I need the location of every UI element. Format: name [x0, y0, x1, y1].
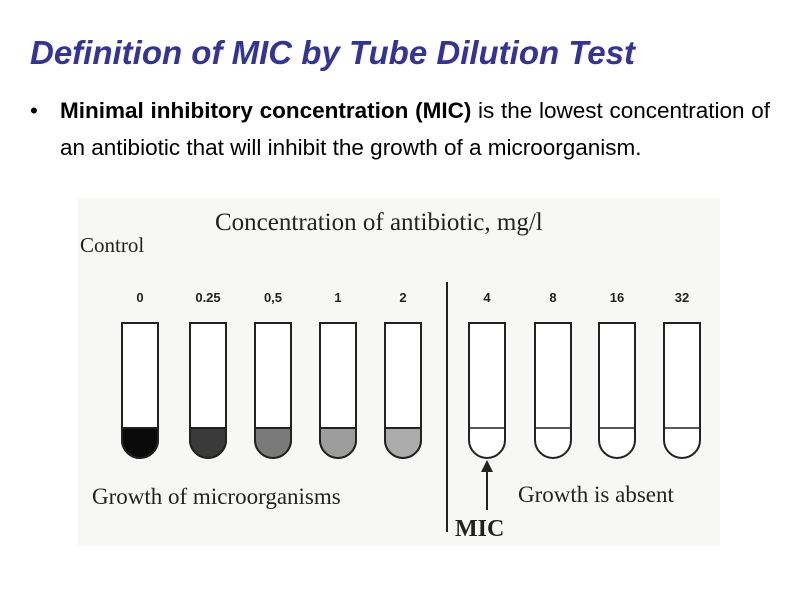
figure-heading: Concentration of antibiotic, mg/l [215, 209, 543, 236]
tube [663, 322, 701, 459]
tube-label: 4 [483, 290, 491, 305]
growth [319, 427, 357, 459]
bullet-dot: • [30, 98, 38, 123]
tube-label: 1 [334, 290, 341, 305]
tube-label: 2 [399, 290, 406, 305]
tube [534, 322, 572, 459]
control-label: Control [80, 233, 144, 257]
growth [254, 427, 292, 459]
tube [598, 322, 636, 459]
tube-label: 32 [675, 290, 689, 305]
tube-label: 0 [136, 290, 143, 305]
growth-label: Growth of microorganisms [92, 484, 341, 509]
slide-title: Definition of MIC by Tube Dilution Test [30, 34, 635, 71]
tube-label: 0.25 [195, 290, 220, 305]
bullet: • Minimal inhibitory concentration (MIC)… [30, 92, 770, 166]
growth [384, 427, 422, 459]
growth [121, 427, 159, 459]
tube-label: 16 [610, 290, 624, 305]
tube-label: 0,5 [264, 290, 282, 305]
bullet-definition: is the lowest concentration of an antibi… [60, 98, 770, 160]
bullet-text: Minimal inhibitory concentration (MIC) i… [60, 92, 770, 166]
mic-label: MIC [455, 516, 504, 542]
tube [468, 322, 506, 459]
growth [189, 427, 227, 459]
tube-label: 8 [549, 290, 556, 305]
mic-arrowhead [481, 460, 493, 472]
bullet-term: Minimal inhibitory concentration (MIC) [60, 98, 472, 123]
absent-label: Growth is absent [518, 482, 674, 507]
